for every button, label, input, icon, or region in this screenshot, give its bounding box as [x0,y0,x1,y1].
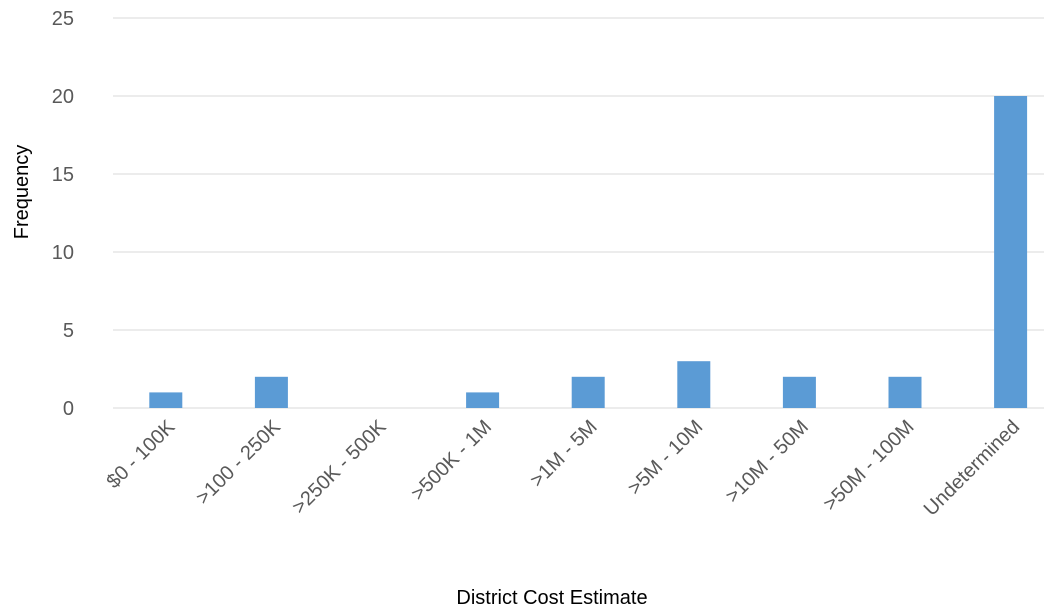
x-tick-label: Undetermined [920,416,1024,520]
bar [677,361,711,408]
x-tick-label: >10M - 50M [722,416,813,507]
bar [254,376,288,408]
y-axis-ticks: 0 5 10 15 20 25 [52,8,74,420]
x-tick-label: >1M - 5M [526,416,602,492]
y-tick-label: 0 [63,398,74,420]
x-tick-label: >100 - 250K [192,416,285,509]
y-tick-label: 10 [52,242,74,264]
bar [466,392,500,408]
bars [149,96,1028,408]
bar [571,376,605,408]
bar [149,392,183,408]
x-axis-ticks: $0 - 100K >100 - 250K >250K - 500K >500K - … [102,416,1024,521]
x-tick-label: $0 - 100K [102,416,179,493]
x-tick-label: >500K - 1M [407,416,496,505]
bar [888,376,922,408]
bar [994,96,1028,408]
y-axis-title: Frequency [11,145,33,240]
x-axis-title: District Cost Estimate [456,587,647,609]
x-tick-label: >250K - 500K [288,416,391,519]
x-tick-label: >5M - 10M [624,416,708,500]
y-tick-label: 20 [52,86,74,108]
y-tick-label: 15 [52,164,74,186]
y-tick-label: 25 [52,8,74,30]
x-tick-label: >50M - 100M [819,416,918,515]
y-tick-label: 5 [63,320,74,342]
bar [782,376,816,408]
gridlines [113,17,1044,409]
